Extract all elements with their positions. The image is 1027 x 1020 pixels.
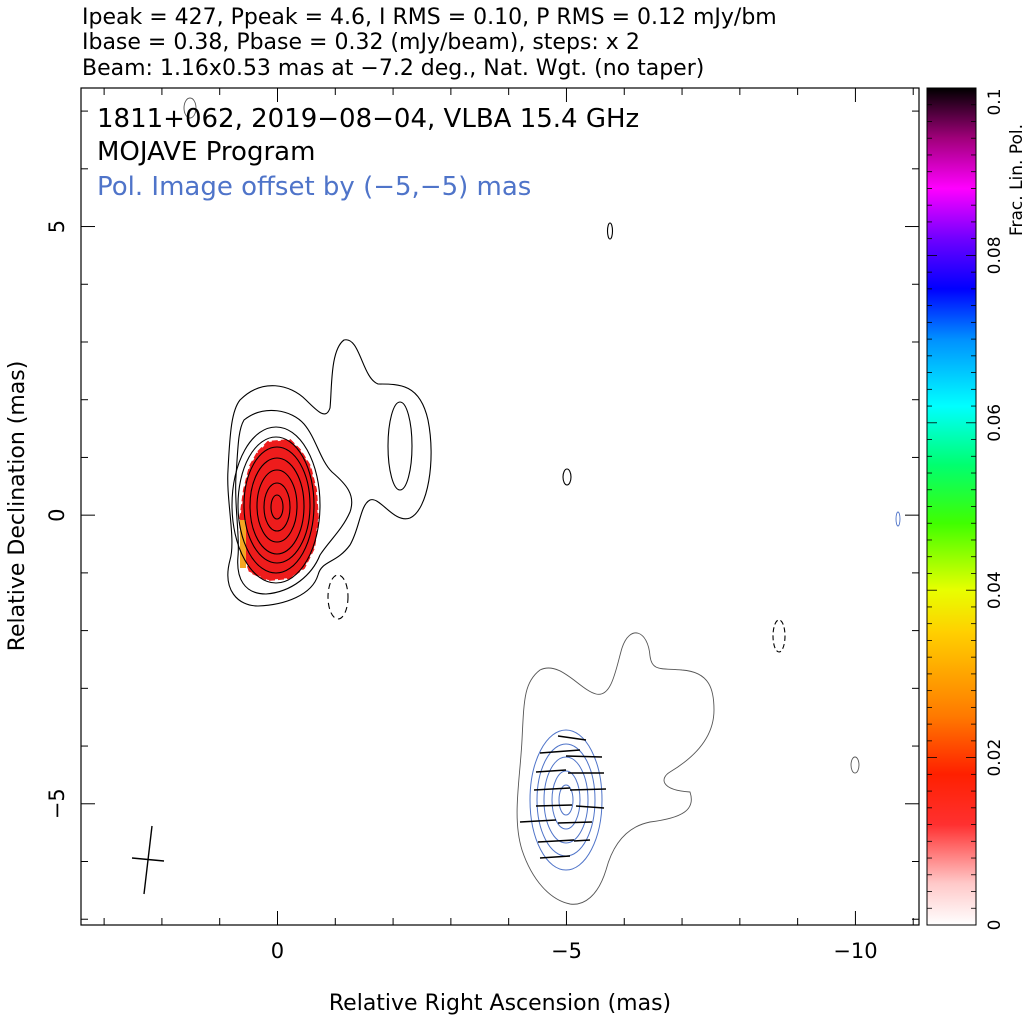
- contour-3: [231, 426, 321, 584]
- annotation-source: 1811+062, 2019−08−04, VLBA 15.4 GHz: [97, 104, 639, 134]
- evpa-vectors: [519, 735, 607, 859]
- beam-minor-axis: [131, 857, 165, 862]
- frac-pol-edge: [240, 520, 246, 568]
- colorbar-tick-label: 0.1: [985, 88, 1005, 115]
- evpa-vector: [557, 821, 593, 824]
- colorbar-ticks: [927, 87, 976, 926]
- evpa-vector: [569, 788, 607, 791]
- contour-jet-knot: [387, 401, 413, 491]
- contour-8: [263, 482, 291, 532]
- colorbar-label: Frac. Lin. Pol.: [1007, 124, 1027, 236]
- x-tick-labels: 0 −5 −10: [271, 939, 878, 963]
- evpa-vector: [519, 819, 557, 823]
- y-axis-label: Relative Declination (mas): [5, 361, 30, 652]
- contour-small-2: [606, 222, 614, 240]
- offset-outer-contour: [516, 632, 715, 905]
- axis-ticks: [81, 88, 919, 925]
- contour-small-3: [850, 756, 860, 774]
- x-tick-label: 0: [271, 939, 284, 963]
- pol-contour-2: [536, 743, 596, 857]
- x-tick-label: −5: [551, 939, 582, 963]
- evpa-vector: [539, 855, 571, 859]
- frac-pol-fill: [238, 438, 320, 582]
- pol-contour-5: [558, 784, 574, 816]
- evpa-vector: [565, 755, 603, 758]
- pol-contour-1: [529, 729, 603, 871]
- contour-small-1: [562, 468, 572, 486]
- colorbar-tick-labels: 0 0.02 0.04 0.06 0.08 0.1: [985, 88, 1005, 930]
- contour-small-neg: [772, 619, 786, 653]
- evpa-vector: [539, 749, 581, 754]
- x-axis-label: Relative Right Ascension (mas): [329, 991, 671, 1016]
- evpa-vector: [573, 839, 591, 842]
- colorbar-tick-label: 0.04: [985, 571, 1005, 609]
- colorbar-tick-label: 0.02: [985, 739, 1005, 777]
- contour-6: [249, 457, 305, 555]
- colorbar: [926, 87, 977, 926]
- y-tick-label: 0: [45, 508, 69, 521]
- colorbar-tick-label: 0.08: [985, 236, 1005, 274]
- contour-2: [235, 409, 353, 595]
- annotation-offset: Pol. Image offset by (−5,−5) mas: [97, 172, 531, 202]
- annotation-program: MOJAVE Program: [97, 137, 315, 167]
- contour-negative: [327, 574, 349, 620]
- plot-frame: [80, 87, 920, 926]
- core-contours: [227, 222, 786, 653]
- contour-small-4: [895, 511, 901, 527]
- contour-9: [270, 494, 284, 520]
- evpa-vector: [537, 839, 575, 843]
- contour-corner: [183, 97, 197, 119]
- y-tick-labels: 5 0 −5: [45, 220, 69, 819]
- x-tick-label: −10: [833, 939, 877, 963]
- y-tick-label: −5: [45, 788, 69, 819]
- contour-7: [256, 469, 298, 543]
- colorbar-tick-label: 0: [985, 920, 1005, 931]
- evpa-vector: [557, 735, 587, 741]
- frac-pol-patch: [238, 438, 320, 582]
- contour-5: [243, 446, 311, 564]
- evpa-vector: [533, 787, 571, 791]
- header-line-1: Ipeak = 427, Ppeak = 4.6, I RMS = 0.10, …: [82, 5, 777, 30]
- header-line-3: Beam: 1.16x0.53 mas at −7.2 deg., Nat. W…: [82, 56, 704, 81]
- pol-contour-3: [543, 756, 589, 844]
- contour-outer: [227, 339, 432, 607]
- colorbar-tick-label: 0.06: [985, 404, 1005, 442]
- y-tick-label: 5: [45, 220, 69, 233]
- offset-contours: [183, 97, 901, 905]
- evpa-vector: [535, 804, 573, 807]
- header-line-2: Ibase = 0.38, Pbase = 0.32 (mJy/beam), s…: [82, 30, 640, 55]
- evpa-vector: [535, 769, 567, 773]
- evpa-vector: [575, 805, 605, 809]
- pol-contour-4: [551, 770, 581, 830]
- beam-symbol: [131, 825, 165, 895]
- contour-4: [237, 436, 315, 574]
